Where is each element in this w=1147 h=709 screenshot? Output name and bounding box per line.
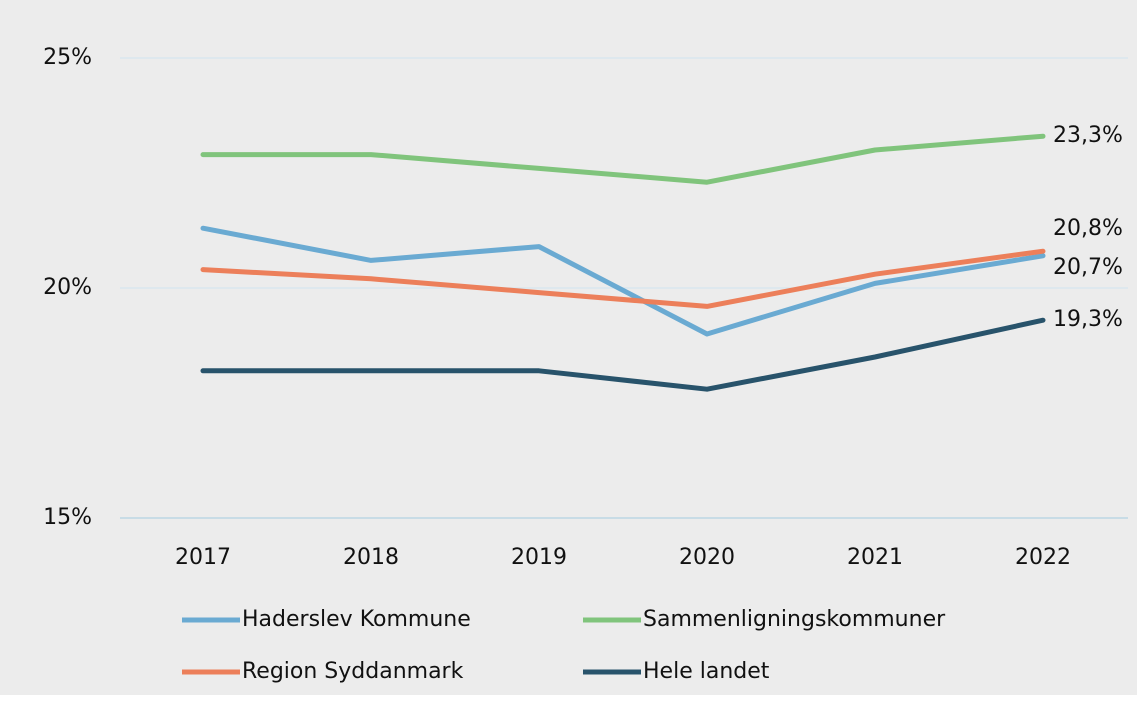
series-line: [200, 133, 1046, 185]
legend-label: Hele landet: [643, 659, 770, 684]
y-tick-label: 20%: [43, 275, 92, 300]
series-line: [200, 248, 1046, 309]
legend-label: Region Syddanmark: [242, 659, 464, 684]
value-label: 20,7%: [1053, 255, 1123, 280]
series-line: [200, 225, 1046, 337]
legend-label: Haderslev Kommune: [242, 607, 471, 632]
value-label: 20,8%: [1053, 216, 1123, 241]
chart-background: [0, 0, 1137, 695]
legend-label: Sammenligningskommuner: [643, 607, 946, 632]
value-label: 19,3%: [1053, 307, 1123, 332]
y-tick-label: 25%: [43, 45, 92, 70]
y-tick-label: 15%: [43, 505, 92, 530]
x-tick-label: 2019: [511, 545, 567, 570]
x-tick-label: 2018: [343, 545, 399, 570]
value-label: 23,3%: [1053, 123, 1123, 148]
x-tick-label: 2020: [679, 545, 735, 570]
x-tick-label: 2022: [1015, 545, 1071, 570]
series-line: [200, 317, 1046, 392]
x-tick-label: 2017: [175, 545, 231, 570]
x-tick-label: 2021: [847, 545, 903, 570]
